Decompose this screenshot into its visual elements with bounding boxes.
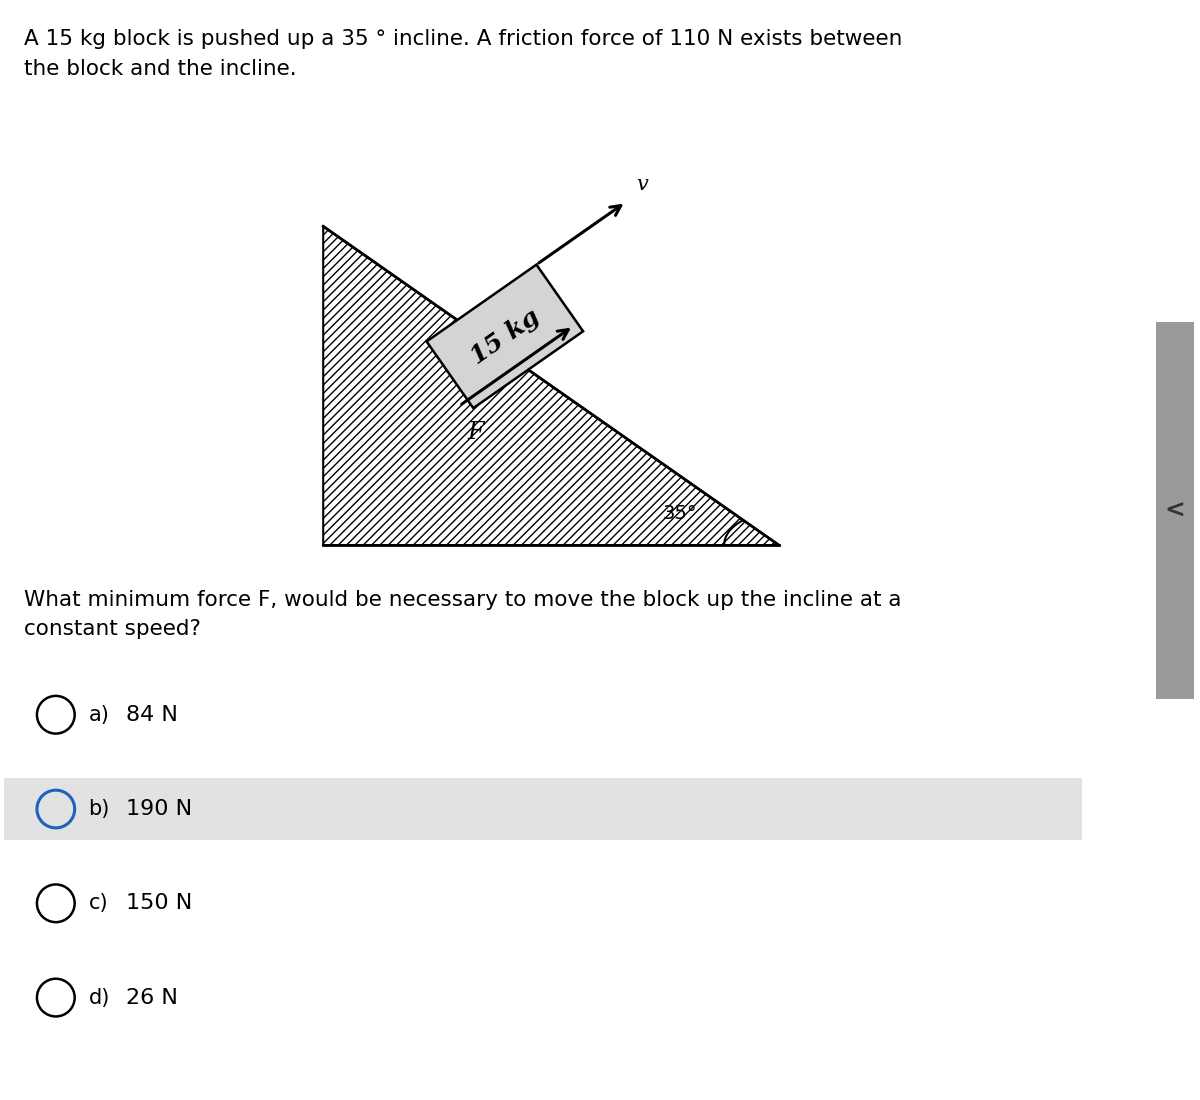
Text: 26 N: 26 N xyxy=(126,988,178,1008)
Text: F: F xyxy=(468,420,484,443)
Bar xyxy=(1156,321,1194,698)
Text: a): a) xyxy=(89,705,109,725)
Text: c): c) xyxy=(89,893,108,913)
Text: 150 N: 150 N xyxy=(126,893,192,913)
Polygon shape xyxy=(323,227,779,544)
Text: 15 kg: 15 kg xyxy=(466,304,544,368)
Text: 35°: 35° xyxy=(662,504,697,524)
Text: A 15 kg block is pushed up a 35 ° incline. A friction force of 110 N exists betw: A 15 kg block is pushed up a 35 ° inclin… xyxy=(24,29,902,78)
Text: d): d) xyxy=(89,988,110,1008)
Text: <: < xyxy=(1164,498,1186,522)
Polygon shape xyxy=(426,265,583,408)
Text: What minimum force F, would be necessary to move the block up the incline at a
c: What minimum force F, would be necessary… xyxy=(24,590,901,639)
Text: b): b) xyxy=(89,799,110,820)
Text: 190 N: 190 N xyxy=(126,799,192,820)
Text: v: v xyxy=(636,175,648,194)
Text: 84 N: 84 N xyxy=(126,705,178,725)
Bar xyxy=(4,779,1081,839)
